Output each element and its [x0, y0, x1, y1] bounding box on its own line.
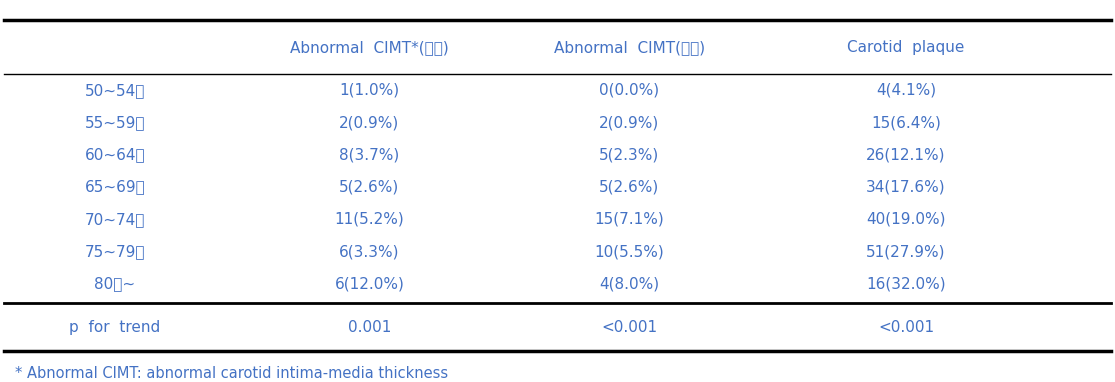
Text: 0(0.0%): 0(0.0%) [600, 83, 659, 98]
Text: 65~69세: 65~69세 [85, 180, 145, 194]
Text: 5(2.3%): 5(2.3%) [599, 147, 660, 162]
Text: 34(17.6%): 34(17.6%) [866, 180, 946, 194]
Text: p  for  trend: p for trend [69, 320, 161, 335]
Text: 4(4.1%): 4(4.1%) [876, 83, 937, 98]
Text: 2(0.9%): 2(0.9%) [599, 115, 660, 130]
Text: Abnormal  CIMT*(우측): Abnormal CIMT*(우측) [290, 40, 448, 55]
Text: 1(1.0%): 1(1.0%) [339, 83, 399, 98]
Text: 80세~: 80세~ [95, 276, 135, 291]
Text: 11(5.2%): 11(5.2%) [334, 212, 405, 227]
Text: 0.001: 0.001 [348, 320, 391, 335]
Text: 50~54세: 50~54세 [85, 83, 145, 98]
Text: 2(0.9%): 2(0.9%) [339, 115, 399, 130]
Text: 51(27.9%): 51(27.9%) [866, 244, 946, 259]
Text: 5(2.6%): 5(2.6%) [599, 180, 660, 194]
Text: 15(7.1%): 15(7.1%) [594, 212, 665, 227]
Text: Carotid  plaque: Carotid plaque [847, 40, 964, 55]
Text: 40(19.0%): 40(19.0%) [866, 212, 946, 227]
Text: 16(32.0%): 16(32.0%) [866, 276, 946, 291]
Text: <0.001: <0.001 [878, 320, 934, 335]
Text: 55~59세: 55~59세 [85, 115, 145, 130]
Text: 4(8.0%): 4(8.0%) [600, 276, 659, 291]
Text: <0.001: <0.001 [601, 320, 658, 335]
Text: 75~79세: 75~79세 [85, 244, 145, 259]
Text: 6(12.0%): 6(12.0%) [334, 276, 405, 291]
Text: Abnormal  CIMT(좌측): Abnormal CIMT(좌측) [554, 40, 705, 55]
Text: 6(3.3%): 6(3.3%) [339, 244, 399, 259]
Text: 15(6.4%): 15(6.4%) [871, 115, 941, 130]
Text: 26(12.1%): 26(12.1%) [866, 147, 946, 162]
Text: * Abnormal CIMT: abnormal carotid intima-media thickness: * Abnormal CIMT: abnormal carotid intima… [16, 366, 448, 381]
Text: 5(2.6%): 5(2.6%) [339, 180, 399, 194]
Text: 8(3.7%): 8(3.7%) [339, 147, 399, 162]
Text: 60~64세: 60~64세 [85, 147, 145, 162]
Text: 10(5.5%): 10(5.5%) [594, 244, 665, 259]
Text: 70~74세: 70~74세 [85, 212, 145, 227]
